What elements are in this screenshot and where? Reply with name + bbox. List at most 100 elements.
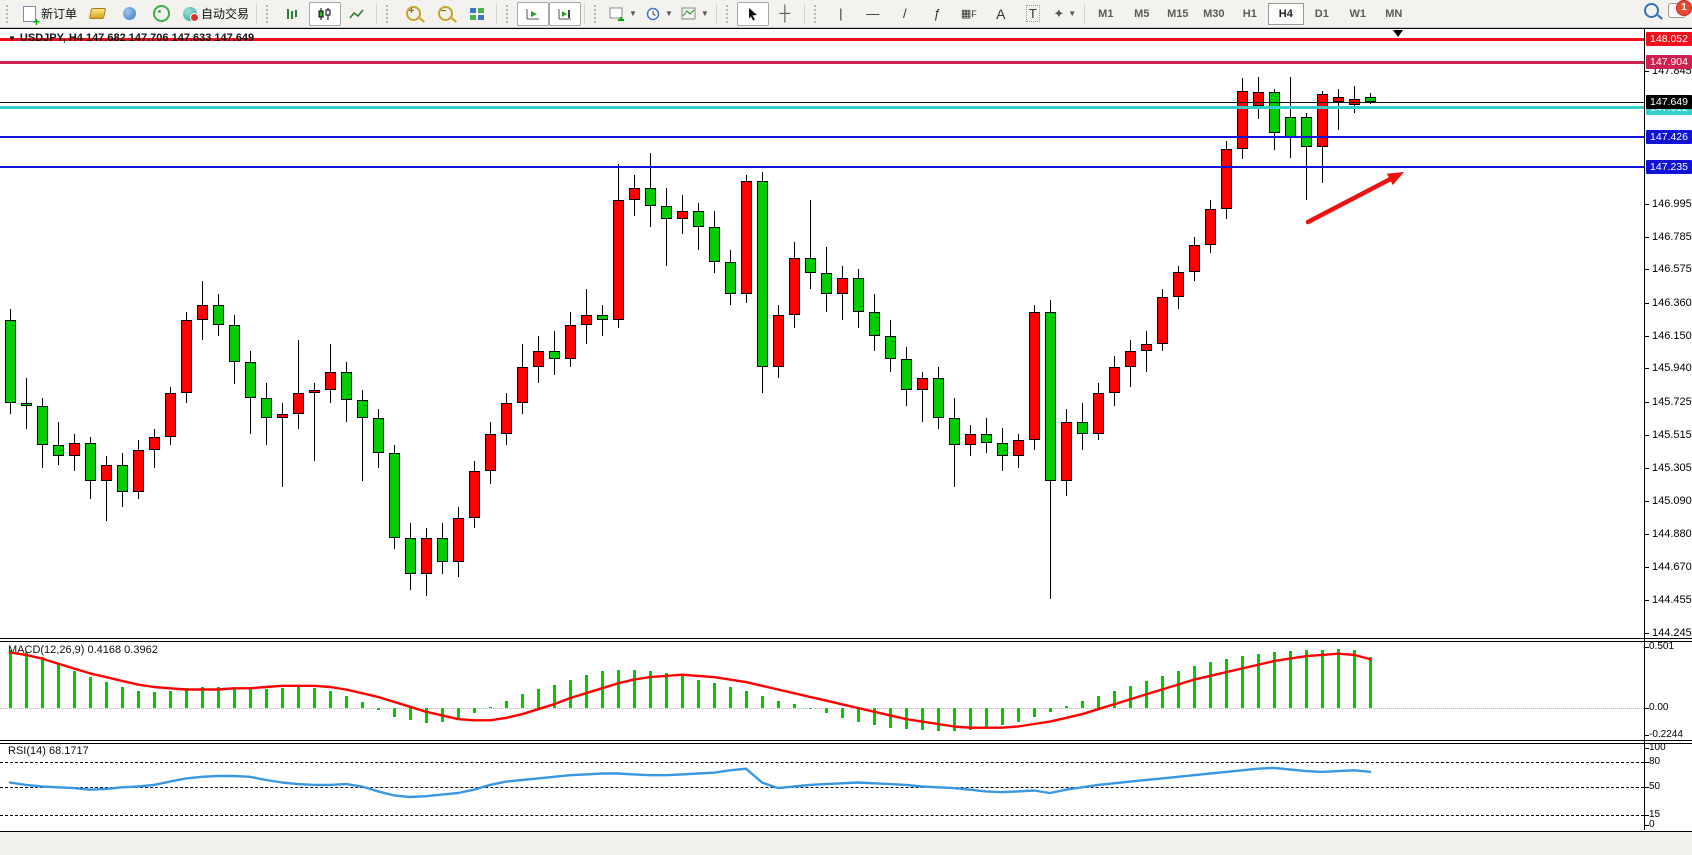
candlestick-button[interactable] [309, 1, 342, 26]
candle-wick [362, 390, 363, 481]
market-watch-button[interactable] [113, 2, 145, 26]
label-button[interactable]: T [1017, 2, 1049, 26]
candle [757, 181, 768, 367]
new-order-button[interactable]: 新订单 [17, 2, 81, 27]
timeframe-h1-button[interactable]: H1 [1242, 7, 1257, 20]
panel-divider [0, 638, 1692, 639]
panel-divider [0, 641, 1692, 642]
candle [933, 377, 944, 419]
market-watch-icon [121, 6, 138, 22]
toolbar-grip [725, 4, 733, 23]
macd-histogram-bar [793, 704, 796, 708]
chart-menu-icon[interactable]: ▼ [8, 34, 16, 43]
macd-histogram-bar [937, 708, 940, 732]
bar-chart-button[interactable] [277, 2, 309, 26]
indicators-button[interactable]: ▼ [605, 2, 641, 26]
current-price-label: 147.649 [1646, 94, 1692, 109]
rsi-label: RSI(14) 68.1717 [8, 745, 89, 757]
toolbar-right: 1 [1643, 0, 1692, 18]
trend-arrow-line [1305, 177, 1393, 225]
timeframe-m1-button[interactable]: M1 [1098, 7, 1114, 20]
trendline-button[interactable]: / [889, 2, 921, 26]
horizontal-line-button[interactable]: — [857, 2, 889, 26]
cursor-button[interactable] [736, 1, 769, 26]
macd-histogram-bar [729, 687, 732, 708]
zoom-out-button[interactable]: − [429, 2, 461, 26]
dropdown-caret-icon[interactable]: ▼ [1068, 9, 1077, 18]
price-tick-label: 144.245 [1652, 626, 1692, 639]
macd-histogram-bar [441, 708, 444, 722]
candle [213, 304, 224, 325]
vertical-line-button[interactable]: | [825, 2, 857, 26]
macd-histogram-bar [745, 690, 748, 708]
price-tick-mark [1644, 402, 1649, 404]
macd-axis-tick [1644, 647, 1649, 648]
chart-window[interactable]: ▼ USDJPY, H4 147.682 147.706 147.633 147.… [0, 28, 1692, 855]
macd-histogram-bar [841, 708, 844, 718]
timeframe-w1-button[interactable]: W1 [1349, 7, 1367, 20]
price-tick-label: 144.670 [1652, 560, 1692, 573]
zoom-in-icon: + [405, 6, 422, 22]
fibonacci-button[interactable]: ƒ [921, 2, 953, 26]
toolbar-grip [6, 4, 13, 23]
timeframe-mn-button[interactable]: MN [1385, 7, 1403, 20]
timeframe-d1-button[interactable]: D1 [1314, 7, 1329, 20]
clock-icon [646, 7, 660, 20]
zoom-in-button[interactable]: + [397, 2, 429, 26]
crosshair-button[interactable]: ┼ [769, 2, 801, 26]
channel-icon: ▦F [960, 8, 977, 20]
time-axis[interactable] [0, 831, 1692, 855]
autotrading-icon [181, 6, 199, 22]
macd-histogram-bar [873, 708, 876, 726]
candle [309, 390, 320, 394]
macd-histogram-bar [1113, 690, 1116, 708]
shift-marker [1393, 30, 1403, 37]
toolbar-grip [506, 4, 513, 23]
dropdown-caret-icon[interactable]: ▼ [629, 9, 637, 18]
macd-histogram-bar [1097, 695, 1100, 708]
candle [389, 452, 400, 539]
chart-profiles-button[interactable] [81, 2, 113, 26]
dropdown-caret-icon[interactable]: ▼ [700, 9, 709, 18]
timeframe-m15-button[interactable]: M15 [1167, 7, 1189, 20]
price-tick-mark [1644, 269, 1649, 271]
chart-profile-icon [88, 6, 106, 22]
macd-histogram-bar [73, 670, 76, 708]
timeframe-h4-button[interactable]: H4 [1267, 2, 1304, 25]
text-button[interactable]: A [985, 2, 1017, 26]
signals-icon [152, 5, 170, 22]
chart-shift-button[interactable] [549, 1, 582, 26]
candle [293, 393, 304, 414]
autotrading-button[interactable]: 自动交易 [177, 2, 253, 26]
candle [341, 371, 352, 400]
candle-wick [106, 455, 107, 522]
candle-wick [314, 382, 315, 461]
rsi-level-15 [0, 814, 1644, 816]
macd-histogram-bar [217, 687, 220, 708]
candle [1013, 440, 1024, 456]
search-icon[interactable] [1643, 2, 1660, 18]
rsi-level-50 [0, 786, 1644, 788]
templates-button[interactable]: ▼ [677, 2, 713, 26]
channel-button[interactable]: ▦F [953, 2, 985, 26]
toolbar-separator [715, 3, 717, 24]
macd-histogram-bar [153, 691, 156, 708]
shapes-button[interactable]: ✦ ▼ [1049, 2, 1081, 26]
candle [805, 257, 816, 274]
dropdown-caret-icon[interactable]: ▼ [664, 9, 673, 18]
candle [1317, 93, 1328, 147]
macd-histogram-bar [905, 708, 908, 729]
periods-button[interactable]: ▼ [641, 2, 677, 26]
candle [485, 433, 496, 472]
panel-divider [0, 740, 1692, 741]
tile-windows-button[interactable] [461, 2, 493, 26]
notifications-icon[interactable]: 1 [1668, 0, 1692, 18]
chart-title-text: USDJPY, H4 147.682 147.706 147.633 147.6… [19, 32, 255, 44]
auto-scroll-button[interactable] [517, 1, 550, 26]
macd-histogram-bar [1145, 680, 1148, 708]
line-chart-button[interactable] [341, 2, 373, 26]
signals-button[interactable] [145, 2, 177, 26]
rsi-axis-tick [1644, 762, 1649, 764]
timeframe-m30-button[interactable]: M30 [1203, 7, 1225, 20]
timeframe-m5-button[interactable]: M5 [1134, 7, 1150, 20]
